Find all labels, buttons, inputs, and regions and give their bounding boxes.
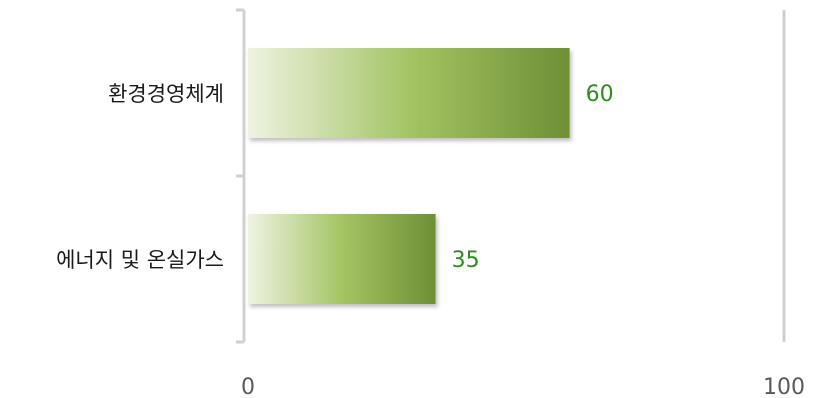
category-label: 에너지 및 온실가스 (56, 248, 224, 272)
data-label: 60 (586, 82, 614, 107)
x-tick-label: 0 (241, 375, 255, 398)
bar (248, 48, 570, 138)
axis-layer (236, 8, 786, 344)
label-layer: 0 100 환경경영체계 60 에너지 및 온실가스 35 (56, 82, 805, 398)
x-tick-label: 100 (763, 375, 805, 398)
bar-layer (248, 48, 570, 304)
data-label: 35 (452, 248, 480, 273)
category-label: 환경경영체계 (108, 82, 224, 106)
bar (248, 214, 436, 304)
